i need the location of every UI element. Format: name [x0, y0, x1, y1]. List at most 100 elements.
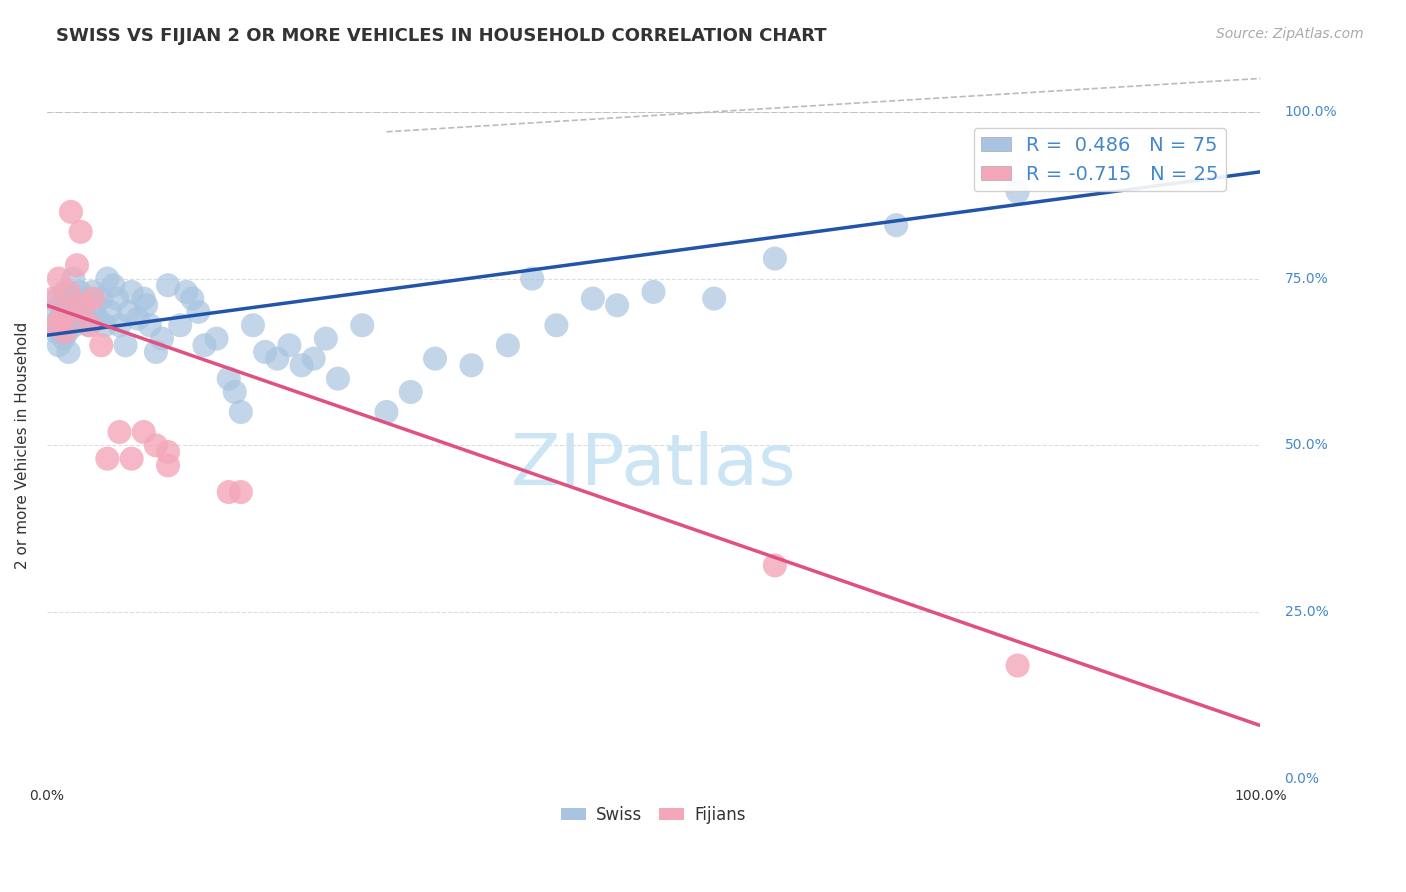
- Point: [121, 285, 143, 299]
- Point: [51, 318, 73, 333]
- Point: [157, 458, 180, 473]
- Point: [496, 338, 519, 352]
- Point: [69, 225, 91, 239]
- Point: [181, 292, 204, 306]
- Point: [205, 332, 228, 346]
- Point: [139, 318, 162, 333]
- Point: [45, 318, 67, 333]
- Point: [132, 425, 155, 439]
- Point: [121, 451, 143, 466]
- Point: [1007, 658, 1029, 673]
- Point: [94, 318, 117, 333]
- Point: [546, 318, 568, 333]
- Point: [76, 292, 98, 306]
- Text: Source: ZipAtlas.com: Source: ZipAtlas.com: [1216, 27, 1364, 41]
- Point: [315, 332, 337, 346]
- Point: [520, 271, 543, 285]
- Point: [352, 318, 374, 333]
- Text: SWISS VS FIJIAN 2 OR MORE VEHICLES IN HOUSEHOLD CORRELATION CHART: SWISS VS FIJIAN 2 OR MORE VEHICLES IN HO…: [56, 27, 827, 45]
- Point: [90, 338, 112, 352]
- Point: [96, 271, 118, 285]
- Point: [77, 318, 100, 333]
- Point: [44, 305, 66, 319]
- Point: [108, 318, 131, 333]
- Point: [1007, 185, 1029, 199]
- Y-axis label: 2 or more Vehicles in Household: 2 or more Vehicles in Household: [15, 322, 30, 569]
- Point: [48, 338, 70, 352]
- Point: [193, 338, 215, 352]
- Point: [42, 292, 65, 306]
- Point: [218, 485, 240, 500]
- Point: [77, 318, 100, 333]
- Point: [82, 292, 104, 306]
- Point: [229, 405, 252, 419]
- Point: [59, 292, 82, 306]
- Point: [58, 345, 80, 359]
- Point: [169, 318, 191, 333]
- Point: [643, 285, 665, 299]
- Point: [145, 438, 167, 452]
- Point: [82, 285, 104, 299]
- Point: [150, 332, 173, 346]
- Point: [72, 298, 94, 312]
- Point: [127, 311, 149, 326]
- Point: [218, 371, 240, 385]
- Point: [84, 298, 107, 312]
- Text: 25.0%: 25.0%: [1285, 605, 1329, 619]
- Point: [59, 305, 82, 319]
- Text: 75.0%: 75.0%: [1285, 271, 1329, 285]
- Point: [103, 278, 125, 293]
- Point: [326, 371, 349, 385]
- Point: [72, 305, 94, 319]
- Point: [135, 298, 157, 312]
- Point: [45, 325, 67, 339]
- Point: [51, 311, 73, 326]
- Point: [75, 311, 97, 326]
- Text: 100.0%: 100.0%: [1285, 104, 1337, 119]
- Point: [278, 338, 301, 352]
- Point: [157, 445, 180, 459]
- Point: [224, 384, 246, 399]
- Point: [145, 345, 167, 359]
- Point: [884, 218, 907, 232]
- Point: [86, 311, 108, 326]
- Point: [302, 351, 325, 366]
- Point: [58, 285, 80, 299]
- Point: [62, 271, 84, 285]
- Point: [375, 405, 398, 419]
- Point: [460, 359, 482, 373]
- Point: [254, 345, 277, 359]
- Point: [399, 384, 422, 399]
- Point: [66, 258, 89, 272]
- Point: [98, 305, 121, 319]
- Point: [132, 292, 155, 306]
- Point: [118, 305, 141, 319]
- Point: [606, 298, 628, 312]
- Point: [63, 318, 86, 333]
- Point: [582, 292, 605, 306]
- Point: [67, 285, 90, 299]
- Point: [763, 558, 786, 573]
- Point: [229, 485, 252, 500]
- Point: [105, 292, 128, 306]
- Point: [59, 205, 82, 219]
- Point: [174, 285, 197, 299]
- Point: [56, 325, 79, 339]
- Text: 50.0%: 50.0%: [1285, 438, 1329, 452]
- Text: ZIPatlas: ZIPatlas: [510, 431, 796, 500]
- Point: [49, 311, 72, 326]
- Point: [423, 351, 446, 366]
- Point: [48, 271, 70, 285]
- Point: [114, 338, 136, 352]
- Point: [157, 278, 180, 293]
- Point: [266, 351, 288, 366]
- Point: [96, 451, 118, 466]
- Point: [53, 325, 76, 339]
- Point: [59, 311, 82, 326]
- Point: [66, 298, 89, 312]
- Point: [46, 292, 69, 306]
- Point: [53, 285, 76, 299]
- Point: [90, 292, 112, 306]
- Point: [108, 425, 131, 439]
- Point: [763, 252, 786, 266]
